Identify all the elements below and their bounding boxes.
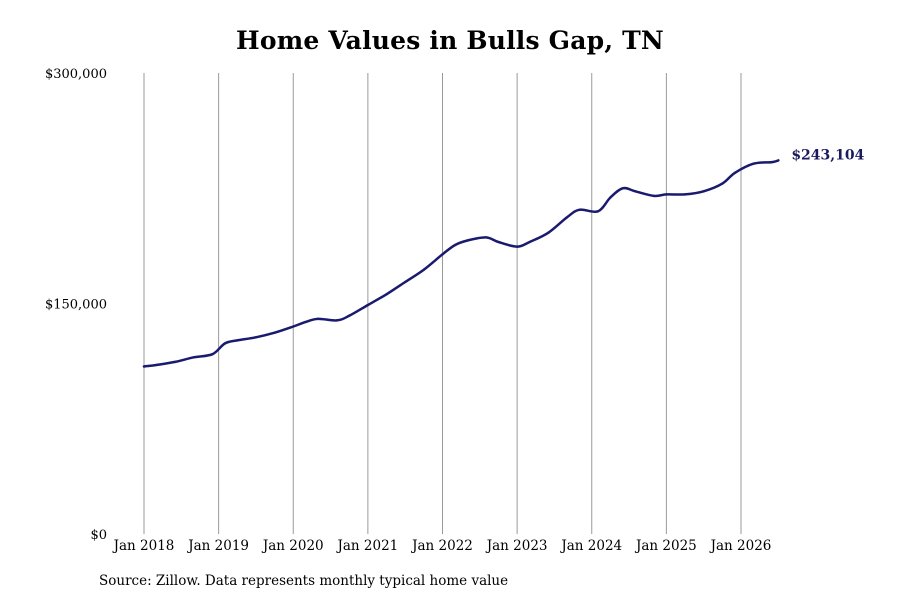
data-point [304, 320, 307, 324]
y-axis-ticks: $0 $150,000 $300,000 [45, 67, 107, 543]
data-point [528, 240, 531, 244]
data-point [211, 353, 214, 356]
x-tick-label: Jan 2025 [634, 538, 697, 554]
y-tick-label: $150,000 [45, 298, 107, 313]
data-point [192, 356, 195, 359]
data-point [348, 314, 351, 317]
gridlines [143, 73, 742, 534]
data-point [142, 365, 146, 368]
data-point [155, 363, 158, 367]
data-point [422, 268, 426, 271]
data-point [547, 231, 550, 235]
data-point [497, 240, 500, 244]
x-tick-label: Jan 2019 [186, 538, 249, 554]
data-point [565, 216, 569, 219]
data-points [142, 159, 780, 368]
data-point [236, 339, 239, 342]
data-point [621, 187, 625, 190]
data-point [515, 245, 519, 248]
y-tick-label: $0 [90, 528, 107, 543]
x-tick-label: Jan 2024 [559, 538, 622, 554]
data-point [578, 208, 581, 211]
data-point [652, 194, 656, 198]
data-point [466, 239, 469, 242]
data-point [702, 190, 705, 193]
data-point [609, 196, 612, 199]
home-value-line [142, 159, 780, 368]
chart-title: Home Values in Bulls Gap, TN [236, 26, 664, 55]
data-point [173, 360, 177, 364]
x-tick-label: Jan 2020 [261, 538, 324, 554]
data-point [223, 342, 227, 345]
source-note: Source: Zillow. Data represents monthly … [99, 573, 509, 589]
data-point [273, 331, 276, 334]
x-tick-label: Jan 2023 [485, 538, 548, 554]
data-point [770, 160, 774, 164]
data-point [484, 236, 488, 239]
data-point [777, 159, 780, 162]
data-point [385, 293, 388, 296]
y-tick-label: $300,000 [45, 67, 107, 82]
data-point [292, 325, 295, 328]
data-point [453, 243, 457, 247]
data-point [335, 319, 338, 322]
data-point [634, 190, 637, 193]
data-point [721, 182, 724, 185]
data-point [596, 210, 600, 213]
data-point [752, 162, 755, 165]
data-point [403, 280, 407, 284]
x-tick-label: Jan 2026 [709, 538, 772, 554]
data-point [733, 171, 736, 175]
x-tick-label: Jan 2021 [335, 538, 398, 554]
end-value-label: $243,104 [791, 147, 864, 163]
data-point [254, 336, 258, 339]
x-tick-label: Jan 2022 [410, 538, 473, 554]
data-point [316, 317, 320, 321]
data-point [441, 253, 444, 256]
x-axis-ticks: Jan 2018 Jan 2019 Jan 2020 Jan 2021 Jan 2022… [112, 538, 772, 554]
data-point [366, 303, 370, 307]
data-point [665, 193, 668, 196]
x-tick-label: Jan 2018 [112, 538, 175, 554]
data-point [683, 193, 687, 196]
